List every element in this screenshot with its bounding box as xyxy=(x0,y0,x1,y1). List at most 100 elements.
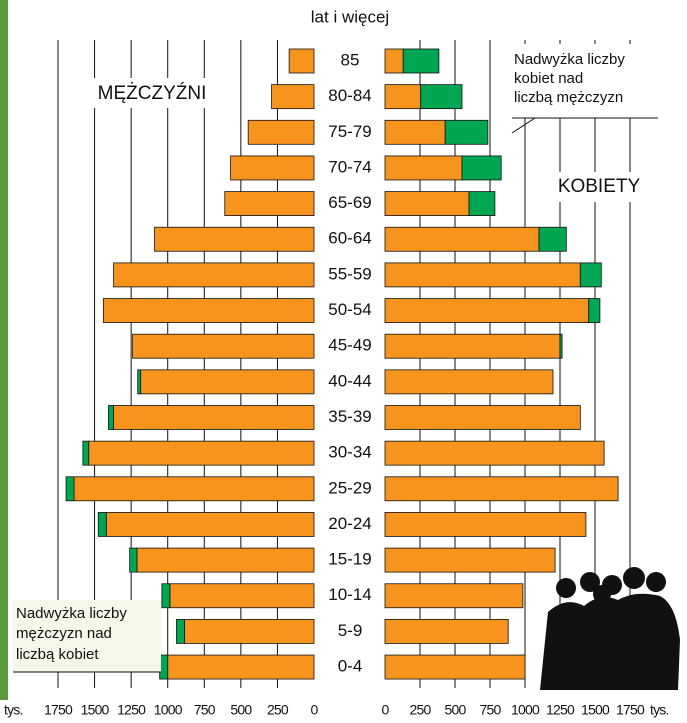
right-label: KOBIETY xyxy=(558,176,641,197)
note-line: liczbą mężczyzn xyxy=(514,89,623,106)
x-tick-label: 1000 xyxy=(154,702,183,718)
unit-label: tys. xyxy=(650,702,669,718)
bar xyxy=(176,619,185,644)
bar xyxy=(102,298,315,323)
bar xyxy=(384,619,509,644)
bar xyxy=(384,512,587,537)
bar xyxy=(384,476,619,502)
bar xyxy=(384,298,590,323)
bar xyxy=(129,547,138,573)
x-tick-label: 0 xyxy=(382,702,390,718)
bar xyxy=(384,583,524,609)
bar xyxy=(384,440,605,466)
bar xyxy=(271,84,315,110)
category-label: 30-34 xyxy=(328,443,371,462)
x-tick-label: 1000 xyxy=(511,702,540,718)
bar xyxy=(73,476,315,502)
bar xyxy=(224,191,315,217)
bar xyxy=(88,440,315,466)
bar xyxy=(230,155,315,181)
category-label: 5-9 xyxy=(338,621,363,640)
x-tick-label: 750 xyxy=(480,702,502,718)
bar xyxy=(65,476,75,502)
x-tick-label: 1250 xyxy=(117,702,146,718)
category-label: 40-44 xyxy=(328,371,371,390)
x-tick-label: 750 xyxy=(194,702,216,718)
category-label: 75-79 xyxy=(328,122,371,141)
bar xyxy=(132,333,315,359)
bar xyxy=(461,155,502,181)
note-line: mężczyzn nad xyxy=(16,625,112,642)
category-label: 45-49 xyxy=(328,336,371,355)
category-label: 25-29 xyxy=(328,478,371,497)
category-label: 85 xyxy=(341,50,360,69)
note-line: liczbą kobiet xyxy=(16,646,99,663)
bar xyxy=(384,405,581,430)
note-line: kobiet nad xyxy=(514,70,583,87)
bar xyxy=(402,48,440,74)
bar xyxy=(384,333,561,359)
note-bg xyxy=(13,600,161,672)
category-label: 70-74 xyxy=(328,157,371,176)
category-label: 10-14 xyxy=(328,585,371,604)
x-tick-label: 500 xyxy=(230,702,252,718)
x-tick-label: 1750 xyxy=(44,702,73,718)
category-label: 50-54 xyxy=(328,300,371,319)
bar xyxy=(384,226,540,252)
bar xyxy=(384,191,470,217)
bar xyxy=(588,298,601,323)
age-axis-label: lat i więcej xyxy=(311,7,389,26)
bar xyxy=(97,512,107,537)
bar xyxy=(384,48,404,74)
bar xyxy=(579,262,602,288)
category-label: 80-84 xyxy=(328,86,371,105)
category-label: 0-4 xyxy=(338,657,363,676)
bar xyxy=(444,119,489,145)
label-bg xyxy=(78,78,226,108)
x-tick-label: 250 xyxy=(410,702,432,718)
unit-label: tys. xyxy=(4,702,23,718)
bar xyxy=(140,369,315,395)
category-label: 15-19 xyxy=(328,550,371,569)
category-label: 60-64 xyxy=(328,229,371,248)
label-bg xyxy=(540,172,660,202)
bar xyxy=(538,226,567,252)
category-label: 65-69 xyxy=(328,193,371,212)
bar xyxy=(82,440,90,466)
x-tick-label: 0 xyxy=(311,702,319,718)
x-tick-label: 1500 xyxy=(81,702,110,718)
bar xyxy=(113,262,315,288)
category-label: 20-24 xyxy=(328,514,371,533)
x-tick-label: 1750 xyxy=(616,702,645,718)
x-tick-label: 1500 xyxy=(581,702,610,718)
bar xyxy=(113,405,315,430)
bar xyxy=(108,405,114,430)
bar xyxy=(384,547,556,573)
note-bg xyxy=(508,44,658,118)
bar xyxy=(384,369,554,395)
bar xyxy=(384,654,526,680)
bar xyxy=(184,619,315,644)
x-tick-label: 250 xyxy=(267,702,289,718)
note-line: Nadwyżka liczby xyxy=(16,605,127,622)
bar xyxy=(288,48,315,74)
bar xyxy=(105,512,315,537)
left-label: MĘŻCZYŹNI xyxy=(98,83,207,104)
bar xyxy=(384,84,422,110)
x-tick-label: 1250 xyxy=(546,702,575,718)
x-tick-label: 500 xyxy=(445,702,467,718)
bar xyxy=(167,654,315,680)
bar xyxy=(169,583,315,609)
bar xyxy=(384,119,446,145)
bar xyxy=(161,583,171,609)
bar xyxy=(559,333,563,359)
category-label: 55-59 xyxy=(328,264,371,283)
note-line: Nadwyżka liczby xyxy=(514,51,625,68)
bar xyxy=(247,119,315,145)
bar xyxy=(136,547,315,573)
bar xyxy=(384,262,581,288)
bar xyxy=(468,191,496,217)
bar xyxy=(137,369,142,395)
side-strip xyxy=(0,0,8,700)
